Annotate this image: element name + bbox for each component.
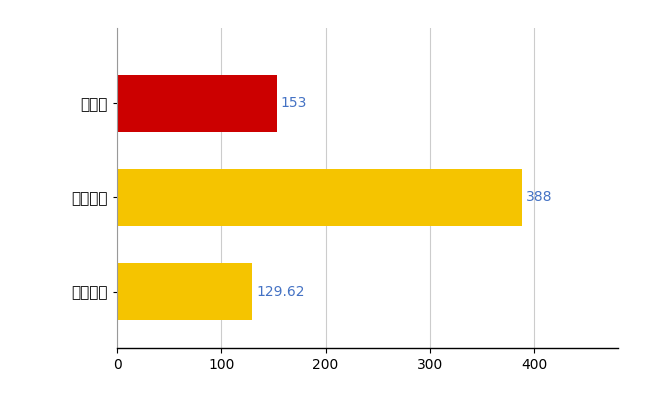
- Bar: [117, 75, 276, 132]
- Bar: [117, 169, 521, 226]
- Text: 129.62: 129.62: [256, 284, 305, 298]
- Text: 388: 388: [526, 190, 552, 204]
- Text: 153: 153: [281, 96, 307, 110]
- Bar: [117, 263, 252, 320]
